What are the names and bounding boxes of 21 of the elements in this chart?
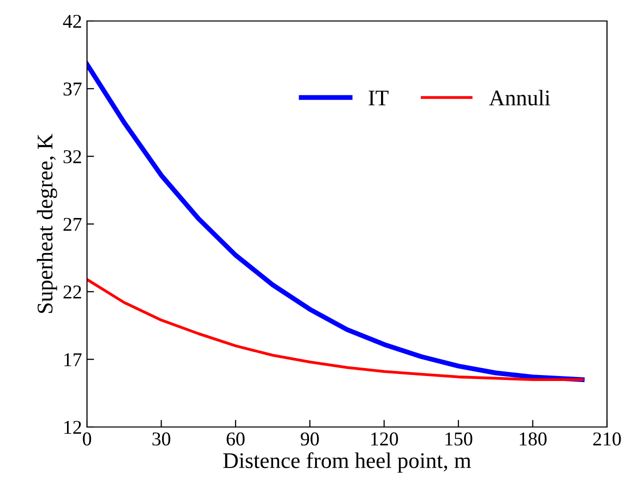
y-tick-label: 32: [64, 150, 82, 164]
y-axis-title: Superheat degree, K: [36, 134, 58, 313]
x-tick-label: 210: [593, 432, 621, 446]
y-tick-label: 17: [64, 353, 82, 366]
x-tick-label: 60: [226, 432, 245, 446]
x-tick-label: 30: [152, 432, 170, 446]
legend-label: IT: [368, 90, 389, 106]
line-series: [87, 278, 584, 382]
x-axis-title: Distence from heel point, m: [223, 452, 471, 473]
x-tick-label: 0: [82, 432, 92, 446]
y-tick-label: 12: [64, 420, 82, 434]
x-tick-label: 180: [520, 432, 547, 446]
line-series: [87, 62, 585, 382]
y-tick-label: 27: [64, 218, 82, 231]
y-tick-label: 22: [64, 286, 82, 298]
legend-label: Annuli: [489, 90, 550, 106]
x-tick-label: 150: [446, 432, 472, 446]
x-tick-label: 120: [371, 432, 398, 446]
y-tick-label: 37: [64, 82, 82, 96]
x-tick-label: 90: [300, 432, 319, 446]
y-tick-label: 42: [63, 14, 82, 28]
